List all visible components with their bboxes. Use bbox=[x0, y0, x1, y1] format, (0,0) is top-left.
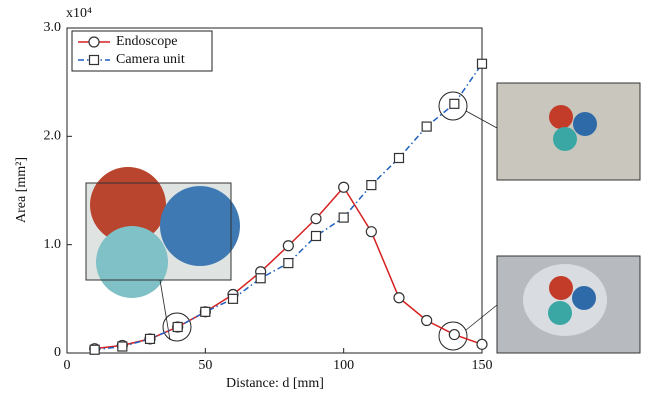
marker bbox=[395, 154, 404, 163]
marker bbox=[256, 274, 265, 283]
x-tick-label: 150 bbox=[472, 358, 493, 373]
marker bbox=[422, 316, 432, 326]
marker bbox=[90, 56, 99, 65]
marker bbox=[284, 259, 293, 268]
y-tick-label: 1.0 bbox=[44, 237, 62, 252]
marker bbox=[90, 345, 99, 354]
inset-top-right bbox=[497, 83, 640, 180]
y-tick-label: 0 bbox=[54, 345, 61, 360]
marker bbox=[450, 99, 459, 108]
chart: x10⁴ Distance: d [mm] Area [mm²] 0 1.0 2.0… bbox=[0, 0, 648, 400]
y-axis-label: Area [mm²] bbox=[14, 157, 29, 223]
marker bbox=[173, 323, 182, 332]
marker bbox=[366, 227, 376, 237]
marker bbox=[339, 182, 349, 192]
marker bbox=[367, 181, 376, 190]
marker bbox=[422, 122, 431, 131]
inset-bottom-right bbox=[497, 256, 640, 353]
x-tick-label: 100 bbox=[333, 358, 354, 373]
marker bbox=[118, 342, 127, 351]
page: {"chart_data": {"type": "line", "y_multi… bbox=[0, 0, 648, 400]
y-tick-label: 2.0 bbox=[44, 129, 62, 144]
marker bbox=[478, 59, 487, 68]
inset-left bbox=[86, 167, 240, 298]
x-tick-label: 0 bbox=[64, 358, 71, 373]
marker bbox=[477, 339, 487, 349]
marker bbox=[201, 307, 210, 316]
marker bbox=[146, 334, 155, 343]
marker bbox=[311, 214, 321, 224]
marker bbox=[449, 330, 459, 340]
x-axis-label: Distance: d [mm] bbox=[226, 376, 324, 391]
marker bbox=[312, 232, 321, 241]
y-multiplier: x10⁴ bbox=[66, 6, 92, 21]
marker bbox=[394, 293, 404, 303]
marker bbox=[89, 37, 99, 47]
marker bbox=[283, 241, 293, 251]
marker bbox=[339, 213, 348, 222]
x-tick-label: 50 bbox=[198, 358, 212, 373]
y-tick-label: 3.0 bbox=[44, 20, 62, 35]
legend-label: Endoscope bbox=[116, 34, 177, 49]
marker bbox=[229, 294, 238, 303]
legend-label: Camera unit bbox=[116, 52, 185, 67]
